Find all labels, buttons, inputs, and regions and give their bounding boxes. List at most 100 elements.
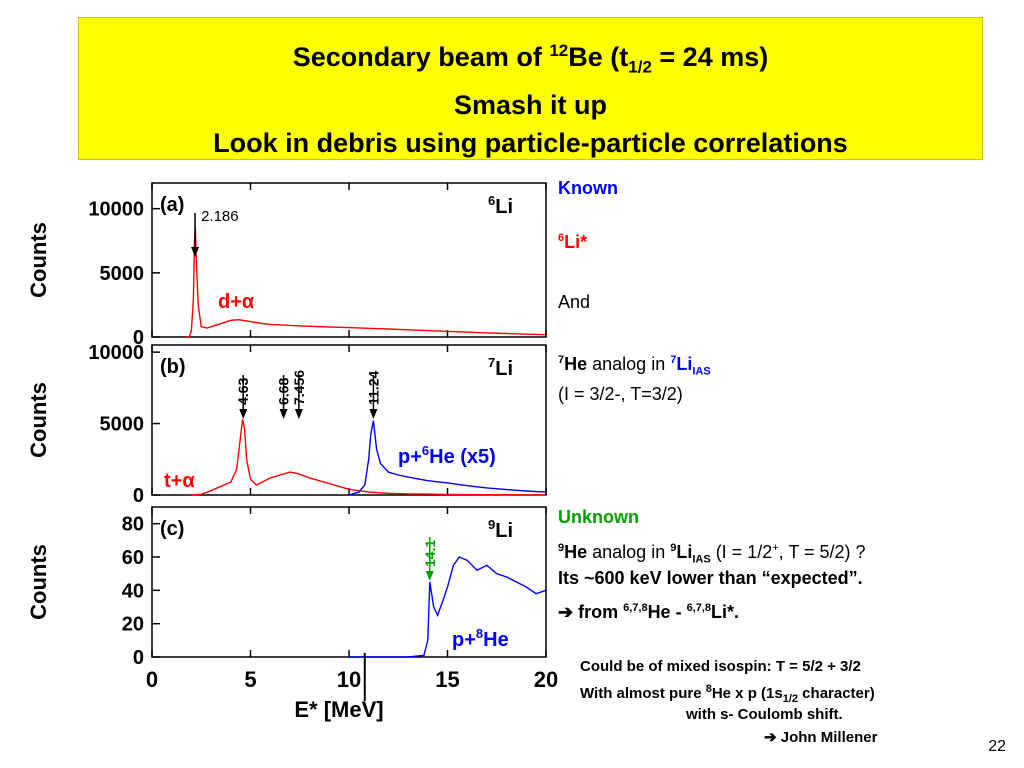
analog-in-text: analog in: [587, 354, 671, 374]
panel-2: 0 5000 10000 Counts (b) 7Li 4.63 6.68 7.456 11.24: [26, 342, 547, 507]
y-axis-label: Counts: [26, 544, 51, 620]
pure-mid: He x p (1s: [711, 685, 783, 702]
pure-sub: 1/2: [782, 693, 799, 705]
series-label: t+α: [164, 470, 195, 492]
annotation-arrowhead: [239, 409, 248, 419]
nucleus-symbol: Li: [495, 358, 513, 380]
annotation-label: 6.68: [276, 378, 292, 405]
y-tick-label: 80: [122, 514, 144, 536]
annotation-arrowhead: [369, 409, 378, 419]
panel-frame: [151, 344, 547, 496]
title-line-3: Look in debris using particle-particle c…: [213, 128, 848, 159]
series-label-sup: 8: [476, 626, 483, 641]
from-line: ➔ from 6,7,8He - 6,7,8Li*.: [558, 596, 739, 624]
mixed-isospin-text: Could be of mixed isospin: T = 5/2 + 3/2: [580, 658, 861, 675]
panel-1: 0 5000 10000 Counts (a) 6Li 2.186: [26, 182, 547, 349]
and-text: And: [558, 292, 591, 312]
title-line-1-pre: Secondary beam of: [292, 42, 550, 72]
series-line-1: [185, 226, 547, 338]
from-sup-1: 6,7,8: [623, 602, 648, 614]
li6-text: Li*: [564, 232, 588, 252]
li9-spin-pre: (I = 1/2: [710, 542, 773, 562]
pure-post: character): [798, 685, 875, 702]
y-tick-label: 5000: [100, 414, 145, 436]
panel-label: (c): [160, 518, 184, 540]
y-tick-label: 0: [133, 647, 144, 669]
li6-sup: 6: [558, 232, 565, 244]
panel-label: (a): [160, 194, 184, 216]
he7-text: He: [564, 354, 588, 374]
nucleus-label: 9Li: [488, 517, 513, 542]
pure-he-line: With almost pure 8He x p (1s1/2 characte…: [580, 680, 875, 709]
title-line-1: Secondary beam of 12Be (t1/2 = 24 ms): [79, 32, 982, 86]
series-label-post: He: [483, 629, 509, 651]
pure-sup: 8: [705, 683, 712, 695]
li7-text: Li: [676, 354, 693, 374]
series-line-1: [349, 556, 547, 658]
from-post: Li*.: [711, 602, 740, 622]
from-mid: He -: [647, 602, 687, 622]
annotation-label: 14.1: [422, 540, 438, 567]
title-line-1-sup: 12: [549, 41, 569, 60]
he9-sup: 9: [558, 542, 565, 554]
nucleus-mass: 9: [488, 517, 495, 532]
y-tick-label: 10000: [88, 342, 144, 364]
y-tick-label: 60: [122, 547, 144, 569]
x-tick-label: 5: [244, 667, 256, 692]
annotation-label: 11.24: [365, 371, 381, 405]
y-tick-label: 0: [133, 485, 144, 507]
y-axis-label: Counts: [26, 382, 51, 458]
title-line-1-sub: 1/2: [628, 57, 652, 77]
nucleus-label: 6Li: [488, 193, 513, 218]
series-label: p+8He: [452, 626, 509, 651]
x-tick-label: 10: [337, 667, 361, 692]
nucleus-mass: 6: [488, 193, 495, 208]
nucleus-symbol: Li: [495, 520, 513, 542]
series-label: d+α: [218, 291, 255, 313]
annotation-label: 7.456: [291, 370, 307, 405]
series-line-2: [348, 420, 547, 496]
panel-frame: [151, 182, 547, 338]
li9-ias-sub: IAS: [692, 553, 711, 566]
millener-text: ➔ John Millener: [764, 729, 878, 746]
analog-in-text-2: analog in: [587, 542, 671, 562]
page-number: 22: [988, 738, 1006, 755]
li9-text: Li: [676, 542, 693, 562]
coulomb-shift-text: with s- Coulomb shift.: [686, 706, 843, 723]
li9-spin-post: , T = 5/2) ?: [778, 542, 866, 562]
x-tick-label: 0: [146, 667, 158, 692]
series-label-pre: p+: [398, 446, 422, 468]
title-banner: Secondary beam of 12Be (t1/2 = 24 ms) Sm…: [78, 17, 983, 160]
li9-sup: 9: [670, 542, 677, 554]
y-tick-label: 0: [133, 327, 144, 349]
title-line-1-mid: Be (t: [568, 42, 629, 72]
y-tick-label: 40: [122, 580, 144, 602]
annotation-label: 4.63: [235, 378, 251, 405]
y-tick-label: 10000: [88, 199, 144, 221]
panel-3: 0 20 40 60 80 Counts (c) 9Li 14.1: [26, 506, 547, 669]
from-pre: ➔ from: [558, 602, 624, 622]
lower-than-expected: Its ~600 keV lower than “expected”.: [558, 568, 863, 588]
x-tick-label: 20: [534, 667, 558, 692]
he9-analog-line: 9He analog in 9LiIAS (I = 1/2+, T = 5/2)…: [558, 536, 866, 572]
series-label-pre: p+: [452, 629, 476, 651]
li6-label: 6Li*: [558, 226, 587, 254]
x-tick-label: 15: [435, 667, 459, 692]
y-tick-label: 5000: [100, 263, 145, 285]
unknown-heading: Unknown: [558, 507, 639, 527]
annotation-arrowhead: [191, 247, 200, 257]
from-sup-2: 6,7,8: [686, 602, 712, 614]
x-axis-label: E* [MeV]: [294, 697, 383, 722]
title-line-1-post: = 24 ms): [651, 42, 769, 72]
annotation-arrowhead: [425, 571, 434, 581]
he7-analog-line: 7He analog in 7LiIAS: [558, 348, 711, 384]
pure-pre: With almost pure: [580, 685, 706, 702]
series-line-1: [191, 419, 546, 496]
panel-label: (b): [160, 356, 186, 378]
title-line-2: Smash it up: [453, 90, 608, 121]
li7-ias-sub: IAS: [692, 365, 711, 378]
series-label-post: He (x5): [429, 446, 496, 468]
li9-spin-sup: +: [772, 542, 779, 554]
he9-text: He: [564, 542, 588, 562]
